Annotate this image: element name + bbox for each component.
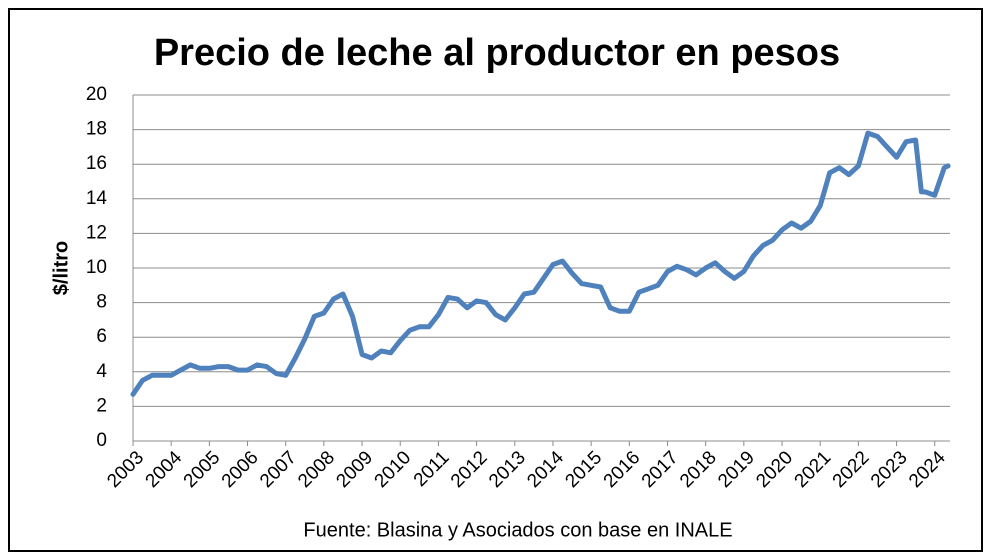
y-tick-label: 8: [96, 292, 107, 313]
y-tick-label: 10: [86, 257, 107, 278]
y-tick-label: 16: [86, 153, 107, 174]
y-tick-label: 20: [86, 84, 107, 105]
y-tick-label: 12: [86, 222, 107, 243]
y-tick-label: 0: [96, 430, 107, 451]
source-note: Fuente: Blasina y Asociados con base en …: [303, 519, 732, 541]
chart-title: Precio de leche al productor en pesos: [154, 32, 840, 74]
y-tick-label: 14: [86, 188, 108, 209]
y-axis-label: $/litro: [50, 241, 72, 295]
y-tick-label: 4: [96, 361, 107, 382]
y-tick-label: 2: [96, 395, 107, 416]
y-tick-label: 6: [96, 326, 107, 347]
y-tick-label: 18: [86, 119, 107, 140]
frame: [8, 8, 983, 552]
data-line: [130, 130, 951, 397]
